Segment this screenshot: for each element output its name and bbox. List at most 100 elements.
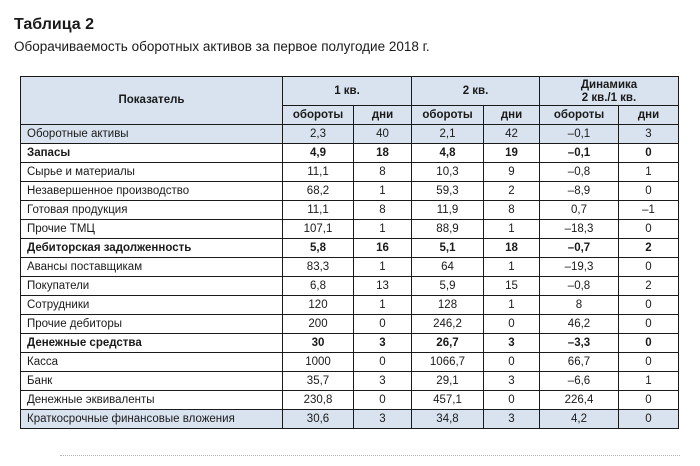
cell-dyn-turnover: –0,1 (539, 143, 619, 163)
table-row: Готовая продукция 11,1 8 11,9 8 0,7 –1 (20, 200, 679, 220)
cell-q2-turnover: 128 (411, 295, 484, 315)
cell-q1-turnover: 1000 (282, 352, 354, 372)
cell-dyn-days: 0 (618, 219, 679, 239)
cell-q1-days: 13 (353, 276, 412, 296)
cell-q1-turnover: 30,6 (282, 409, 354, 429)
subheader-dyn-turnover: обороты (539, 105, 619, 125)
header-dynamics-line2: 2 кв./1 кв. (581, 91, 637, 104)
cell-q2-turnover: 59,3 (411, 181, 484, 201)
cell-dyn-turnover: 66,7 (539, 352, 619, 372)
cell-name: Сотрудники (20, 295, 283, 315)
cell-dyn-turnover: –6,6 (539, 371, 619, 391)
cell-q2-days: 9 (483, 162, 540, 182)
cell-name: Авансы поставщикам (20, 257, 283, 277)
cell-q2-turnover: 26,7 (411, 333, 484, 353)
cell-q2-turnover: 29,1 (411, 371, 484, 391)
cell-q1-turnover: 30 (282, 333, 354, 353)
cell-q2-turnover: 1066,7 (411, 352, 484, 372)
cell-name: Денежные эквиваленты (20, 390, 283, 410)
cell-q2-turnover: 457,1 (411, 390, 484, 410)
cell-q2-days: 1 (483, 257, 540, 277)
cell-q2-turnover: 5,1 (411, 238, 484, 258)
cell-dyn-turnover: 226,4 (539, 390, 619, 410)
cell-name: Незавершенное производство (20, 181, 283, 201)
table-row: Денежные средства 30 3 26,7 3 –3,3 0 (20, 333, 679, 353)
cell-q1-days: 3 (353, 371, 412, 391)
cell-q1-turnover: 83,3 (282, 257, 354, 277)
cell-q2-turnover: 4,8 (411, 143, 484, 163)
cell-q2-turnover: 2,1 (411, 124, 484, 144)
cell-q1-days: 0 (353, 352, 412, 372)
cell-q2-turnover: 88,9 (411, 219, 484, 239)
cell-dyn-turnover: –0,1 (539, 124, 619, 144)
cell-name: Готовая продукция (20, 200, 283, 220)
cell-q2-turnover: 34,8 (411, 409, 484, 429)
cell-q2-turnover: 11,9 (411, 200, 484, 220)
table-row: Банк 35,7 3 29,1 3 –6,6 1 (20, 371, 679, 391)
cell-dyn-days: 2 (618, 238, 679, 258)
cell-q2-days: 3 (483, 409, 540, 429)
cell-q1-days: 0 (353, 390, 412, 410)
cell-name: Запасы (20, 143, 283, 163)
cell-dyn-days: 0 (618, 409, 679, 429)
cell-name: Краткосрочные финансовые вложения (20, 409, 283, 429)
cell-dyn-days: –1 (618, 200, 679, 220)
turnover-table: Показатель 1 кв. 2 кв. Динамика 2 кв./1 … (20, 76, 679, 429)
table-row: Авансы поставщикам 83,3 1 64 1 –19,3 0 (20, 257, 679, 277)
cell-q2-days: 8 (483, 200, 540, 220)
cell-q1-turnover: 6,8 (282, 276, 354, 296)
table-number: Таблица 2 (14, 16, 95, 33)
cell-name: Оборотные активы (20, 124, 283, 144)
header-q1: 1 кв. (282, 76, 412, 106)
cell-q1-days: 0 (353, 314, 412, 334)
cell-dyn-days: 0 (618, 181, 679, 201)
cell-dyn-turnover: –18,3 (539, 219, 619, 239)
cell-dyn-days: 0 (618, 352, 679, 372)
subheader-q1-days: дни (353, 105, 412, 125)
cell-q1-turnover: 11,1 (282, 200, 354, 220)
cell-dyn-days: 0 (618, 333, 679, 353)
subheader-q1-turnover: обороты (282, 105, 354, 125)
cell-dyn-days: 3 (618, 124, 679, 144)
cell-name: Прочие ТМЦ (20, 219, 283, 239)
cell-q2-days: 0 (483, 314, 540, 334)
cell-q1-days: 3 (353, 409, 412, 429)
table-row: Сотрудники 120 1 128 1 8 0 (20, 295, 679, 315)
cell-q1-turnover: 200 (282, 314, 354, 334)
header-indicator: Показатель (20, 76, 283, 125)
cell-q2-turnover: 64 (411, 257, 484, 277)
cell-q2-days: 2 (483, 181, 540, 201)
table-row: Денежные эквиваленты 230,8 0 457,1 0 226,4 0 (20, 390, 679, 410)
cell-dyn-days: 0 (618, 257, 679, 277)
cell-q1-days: 16 (353, 238, 412, 258)
cell-q1-turnover: 4,9 (282, 143, 354, 163)
cell-q2-days: 1 (483, 219, 540, 239)
cell-q2-days: 19 (483, 143, 540, 163)
cell-name: Касса (20, 352, 283, 372)
cell-dyn-turnover: –19,3 (539, 257, 619, 277)
table-row: Прочие ТМЦ 107,1 1 88,9 1 –18,3 0 (20, 219, 679, 239)
cell-q2-days: 0 (483, 390, 540, 410)
subheader-q2-days: дни (483, 105, 540, 125)
table-row: Касса 1000 0 1066,7 0 66,7 0 (20, 352, 679, 372)
cell-q1-days: 3 (353, 333, 412, 353)
cell-q2-days: 0 (483, 352, 540, 372)
cell-dyn-turnover: 46,2 (539, 314, 619, 334)
table-row: Дебиторская задолженность 5,8 16 5,1 18 –0,7 2 (20, 238, 679, 258)
cell-q2-turnover: 10,3 (411, 162, 484, 182)
cell-q1-days: 18 (353, 143, 412, 163)
cell-q2-days: 1 (483, 295, 540, 315)
cell-q1-days: 1 (353, 219, 412, 239)
cell-q1-turnover: 120 (282, 295, 354, 315)
cell-q1-days: 40 (353, 124, 412, 144)
cell-dyn-days: 0 (618, 295, 679, 315)
header-dynamics-line1: Динамика (580, 78, 638, 91)
cell-dyn-days: 0 (618, 390, 679, 410)
subheader-q2-turnover: обороты (411, 105, 484, 125)
header-q2: 2 кв. (411, 76, 540, 106)
table-row: Сырье и материалы 11,1 8 10,3 9 –0,8 1 (20, 162, 679, 182)
cell-name: Дебиторская задолженность (20, 238, 283, 258)
cell-dyn-days: 0 (618, 314, 679, 334)
cell-name: Прочие дебиторы (20, 314, 283, 334)
table-row: Незавершенное производство 68,2 1 59,3 2 –8,9… (20, 181, 679, 201)
